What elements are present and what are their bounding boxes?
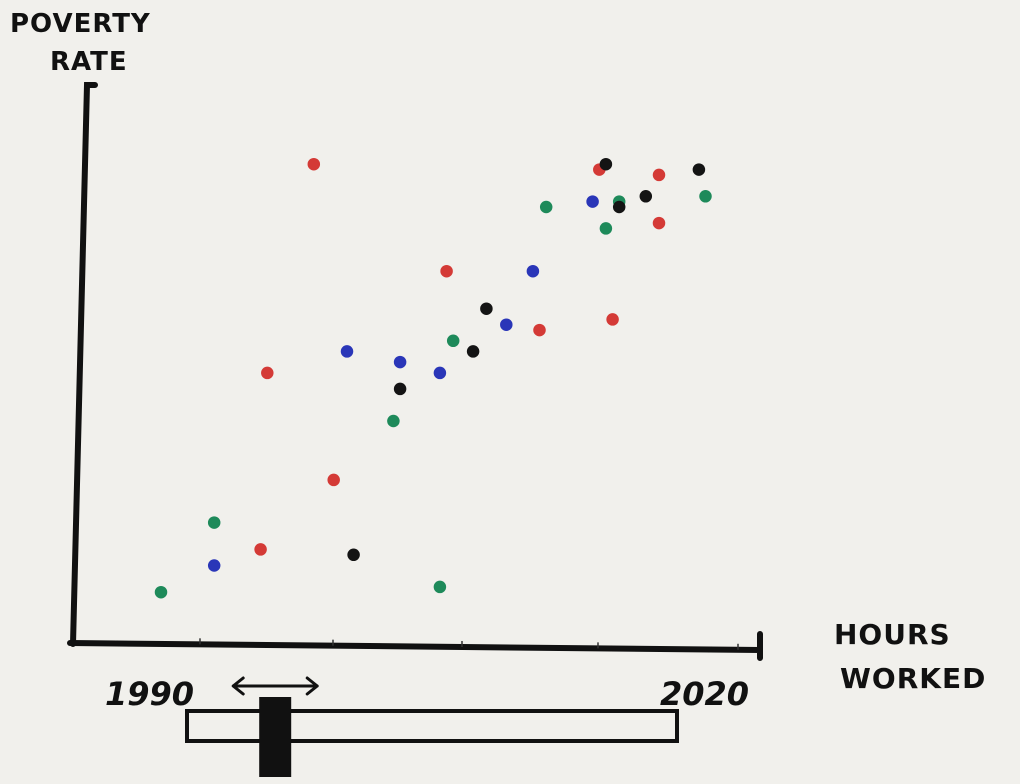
slider-handle[interactable] xyxy=(231,676,319,777)
data-point xyxy=(393,382,407,396)
data-point xyxy=(261,366,274,380)
data-point xyxy=(526,264,540,278)
data-point xyxy=(433,366,447,380)
slider-min-label: 1990 xyxy=(105,675,194,713)
data-point xyxy=(599,222,613,235)
data-point xyxy=(254,543,267,556)
x-axis xyxy=(67,631,763,661)
data-point xyxy=(207,559,221,572)
year-slider[interactable]: 1990 2020 xyxy=(105,675,749,777)
data-point xyxy=(440,264,453,278)
data-points xyxy=(154,157,712,599)
y-axis-label-line1: POVERTY xyxy=(10,9,151,39)
data-point xyxy=(652,216,666,230)
data-point xyxy=(433,580,447,594)
data-point xyxy=(327,473,340,487)
data-point xyxy=(652,168,666,182)
data-point xyxy=(606,313,619,326)
data-point xyxy=(586,195,599,208)
data-point xyxy=(466,345,480,358)
y-axis xyxy=(70,82,98,647)
data-point xyxy=(446,334,460,348)
data-point xyxy=(393,355,407,369)
drag-arrow-icon xyxy=(231,676,319,696)
slider-track[interactable] xyxy=(185,709,679,743)
y-axis-label-line2: RATE xyxy=(50,47,128,77)
data-point xyxy=(207,516,221,529)
data-point xyxy=(699,190,712,203)
data-point xyxy=(500,318,513,331)
data-point xyxy=(533,323,546,337)
data-point xyxy=(539,200,553,214)
data-point xyxy=(307,157,321,171)
x-axis-label-line1: HOURS xyxy=(834,618,951,651)
x-axis-label-line2: WORKED xyxy=(840,662,986,695)
data-point xyxy=(599,157,613,171)
data-point xyxy=(340,345,354,358)
x-axis-ticks xyxy=(199,638,739,650)
data-point xyxy=(347,548,360,562)
data-point xyxy=(387,414,400,428)
data-point xyxy=(480,302,493,315)
data-point xyxy=(639,190,653,203)
data-point xyxy=(612,200,626,214)
data-point xyxy=(692,163,706,176)
slider-max-label: 2020 xyxy=(660,675,749,713)
data-point xyxy=(154,585,168,599)
